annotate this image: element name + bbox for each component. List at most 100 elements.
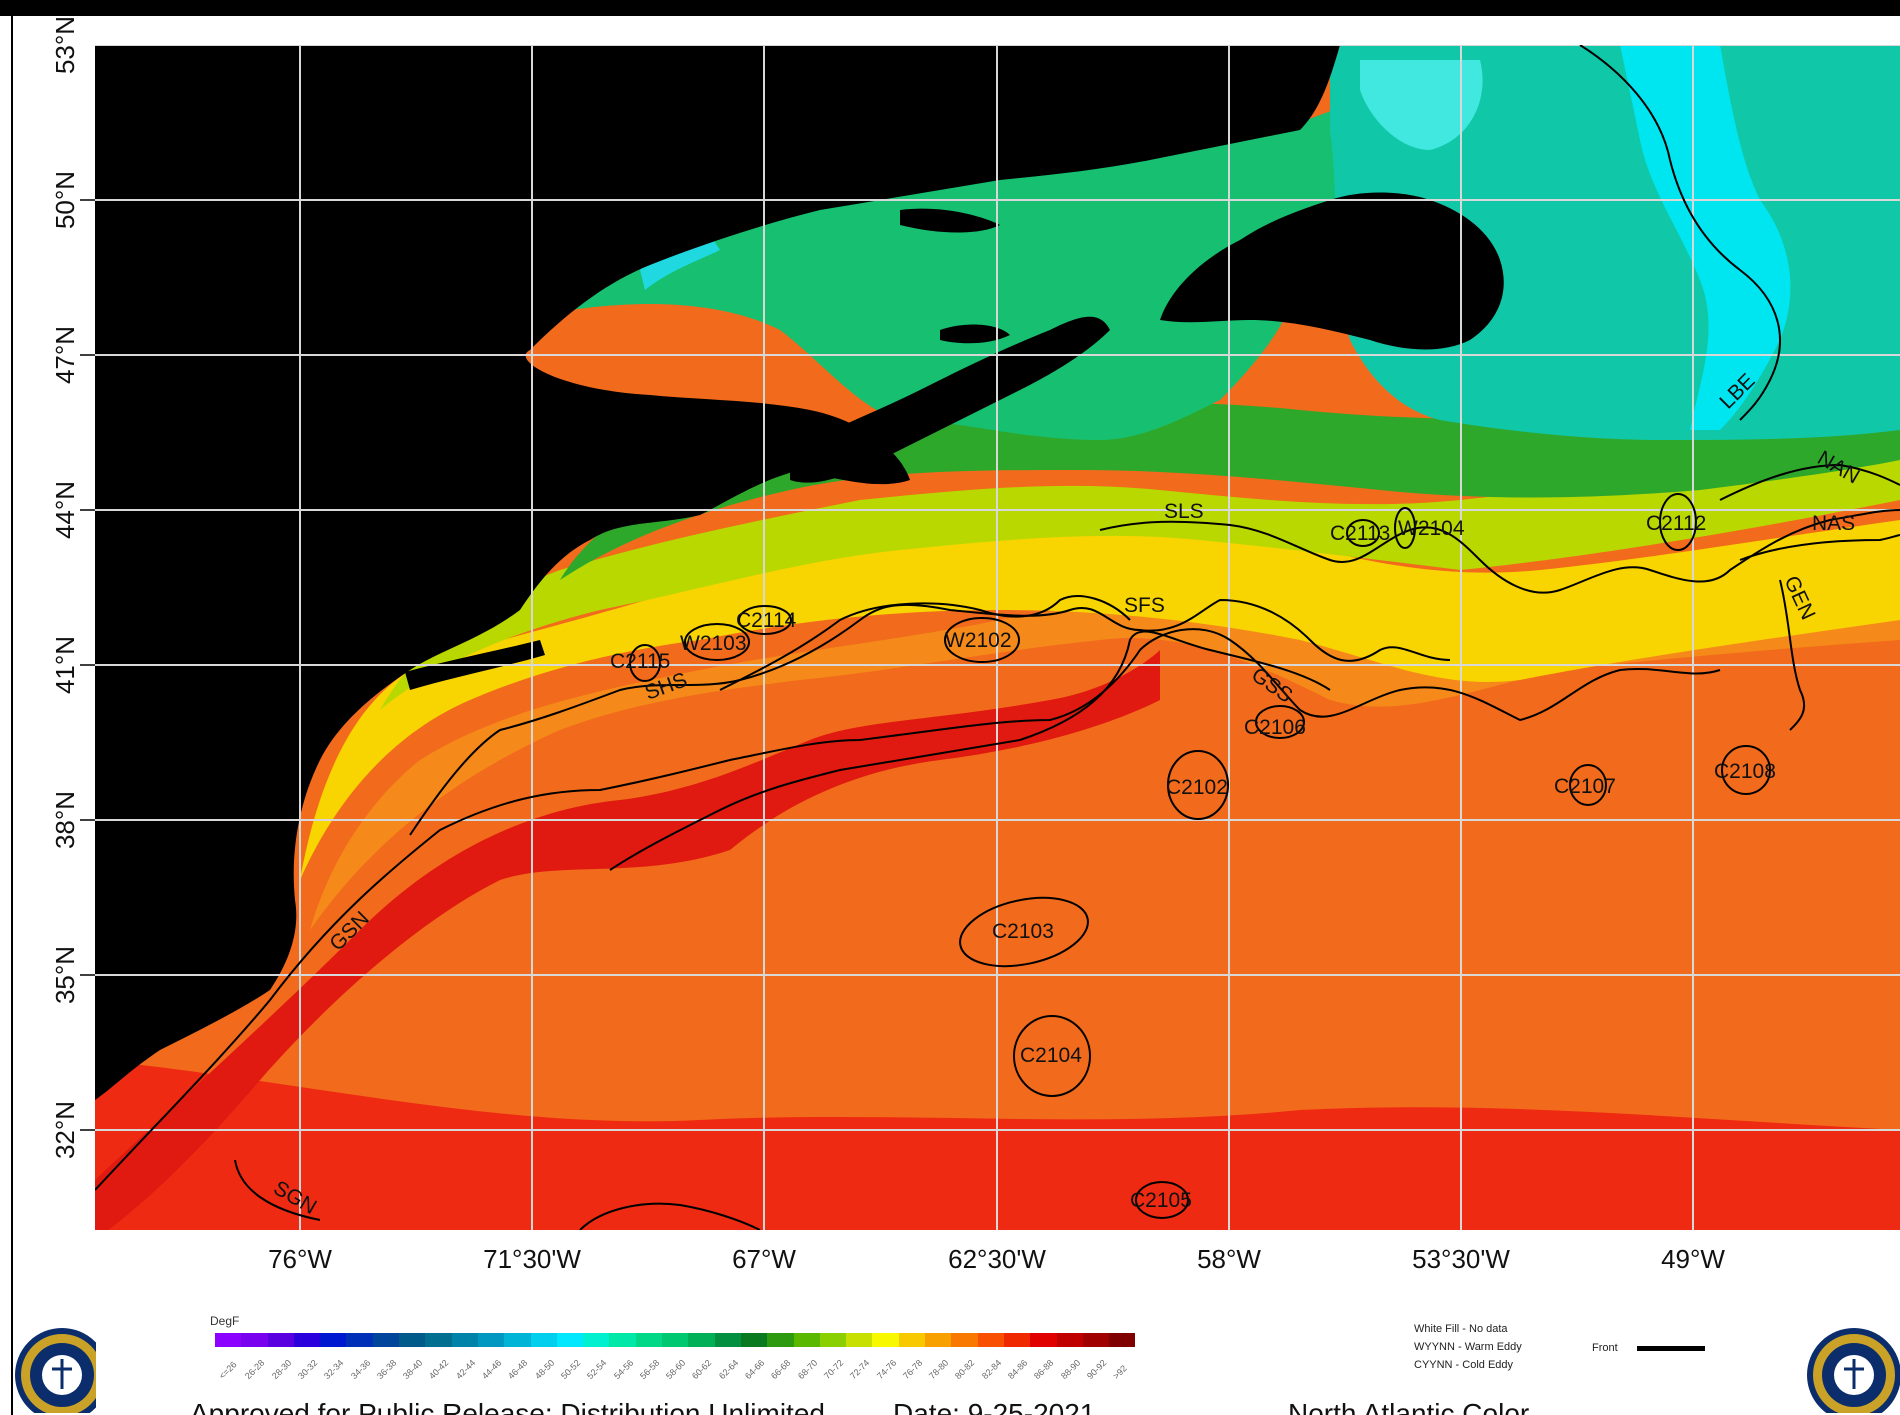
front-key-line: [1637, 1346, 1705, 1351]
lat-label: 38°N: [50, 790, 80, 850]
color-swatch: [1056, 1333, 1083, 1347]
eddy-ring-c2113: [1346, 519, 1380, 547]
left-border: [11, 16, 13, 1415]
eddy-label: C2102: [1166, 776, 1228, 799]
color-swatch: [241, 1333, 268, 1347]
color-scale-tick: 86-88: [1032, 1357, 1056, 1382]
land-nova-scotia: [790, 316, 1110, 483]
lon-label: 58°W: [1197, 1244, 1261, 1274]
color-scale-tick: 34-36: [348, 1357, 372, 1382]
eddy-ring-w2103: [684, 623, 750, 661]
color-swatch: [583, 1333, 610, 1347]
shelf-yellow-green: [380, 440, 1900, 710]
color-scale-tick: 48-50: [532, 1357, 556, 1382]
lon-label: 62°30'W: [948, 1244, 1046, 1274]
seal-left: [15, 1328, 96, 1413]
color-scale-tick: 64-66: [743, 1357, 767, 1382]
legend-note-warm-eddy: WYYNN - Warm Eddy: [1414, 1341, 1522, 1353]
color-scale-tick: 62-64: [716, 1357, 741, 1382]
eddy-ring-c2115: [629, 644, 661, 682]
front-gen: [1779, 579, 1806, 731]
color-scale-tick: 66-68: [769, 1357, 793, 1382]
lat-label: 44°N: [50, 480, 80, 540]
product-name: North Atlantic Color: [1288, 1398, 1530, 1415]
axis-ticks: [80, 199, 95, 1131]
color-scale-tick: 36-38: [374, 1357, 399, 1382]
lat-label: 47°N: [50, 325, 80, 385]
color-swatch: [635, 1333, 663, 1347]
color-swatch: [293, 1333, 321, 1347]
eddy-label: C2107: [1554, 775, 1616, 798]
front-key-label: Front: [1592, 1342, 1618, 1354]
eddy-ring-c2105: [1135, 1181, 1189, 1219]
eddy-label: C2104: [1020, 1044, 1082, 1067]
eddy-label: W2104: [1398, 517, 1465, 540]
legend-title: DegF: [210, 1314, 240, 1328]
eddy-label: C2105: [1130, 1189, 1192, 1212]
shelf-slope-yellow: [300, 520, 1900, 880]
color-swatch: [714, 1333, 741, 1347]
lon-label: 49°W: [1661, 1244, 1725, 1274]
color-scale-tick: 30-32: [295, 1357, 320, 1382]
eddy-label: C2114: [736, 609, 797, 632]
eddy-label: C2115: [610, 650, 670, 673]
color-swatch: [451, 1333, 478, 1347]
color-swatch: [346, 1333, 373, 1347]
eddy-ring-c2104: [1013, 1015, 1091, 1097]
color-scale-tick: 56-58: [637, 1357, 662, 1382]
color-swatch: [1082, 1333, 1110, 1347]
color-swatch: [1003, 1333, 1031, 1347]
eddy-label: W2103: [680, 632, 747, 655]
color-scale-tick: 54-56: [611, 1357, 635, 1382]
color-swatch: [477, 1333, 505, 1347]
color-swatch: [740, 1333, 768, 1347]
front-label: SFS: [1124, 594, 1165, 617]
color-scale-tick: 52-54: [585, 1357, 609, 1382]
front-nan: [1719, 463, 1900, 501]
eddy-ring-c2108: [1721, 745, 1771, 795]
top-border: [0, 0, 1900, 16]
front-gsn: [95, 628, 1721, 1191]
color-scale-tick: >92: [1111, 1363, 1130, 1382]
color-scale-tick: 42-44: [453, 1357, 478, 1382]
lat-label: 53°N: [50, 15, 80, 75]
front-label: SLS: [1164, 500, 1204, 523]
color-scale-tick: 76-78: [900, 1357, 925, 1382]
color-swatch: [688, 1333, 715, 1347]
color-swatch: [320, 1333, 347, 1347]
front-gss: [609, 630, 1331, 871]
eddy-ring-c2107: [1569, 764, 1607, 806]
color-swatch: [872, 1333, 899, 1347]
color-swatch: [425, 1333, 452, 1347]
color-scale-tick: <=26: [217, 1359, 239, 1382]
graticule: [95, 45, 1900, 1230]
color-scale-tick: 68-70: [795, 1357, 819, 1382]
lat-label: 32°N: [50, 1100, 80, 1160]
seal-right: [1807, 1328, 1900, 1413]
color-scale-tick: 80-82: [953, 1357, 977, 1382]
color-swatch: [1030, 1333, 1057, 1347]
color-swatch: [556, 1333, 584, 1347]
color-swatch: [267, 1333, 294, 1347]
lon-label: 67°W: [732, 1244, 796, 1274]
eddy-label: C2112: [1646, 512, 1706, 535]
eddy-label: C2113: [1330, 522, 1390, 545]
footer: Approved for Public Release: Distributio…: [0, 1396, 1900, 1415]
eddy-label: C2108: [1714, 760, 1776, 783]
color-scale-tick: 90-92: [1084, 1357, 1109, 1382]
color-swatch: [767, 1333, 794, 1347]
color-scale-tick: 82-84: [979, 1357, 1004, 1382]
legend-note-cold-eddy: CYYNN - Cold Eddy: [1414, 1359, 1514, 1371]
front-nas: [1739, 534, 1900, 561]
land-mainland: [95, 45, 1340, 1100]
color-scale-tick: 70-72: [821, 1357, 846, 1382]
eddy-label: C2103: [992, 920, 1054, 943]
front-lines: [95, 45, 1900, 1230]
lat-label: 50°N: [50, 170, 80, 230]
eddy-ring-c2112: [1659, 493, 1697, 551]
color-swatch: [530, 1333, 557, 1347]
cold-patch: [1360, 60, 1483, 150]
color-scale-tick: 60-62: [690, 1357, 714, 1382]
eddy-ring-c2102: [1167, 750, 1229, 820]
eddy-ring-c2114: [738, 605, 792, 635]
